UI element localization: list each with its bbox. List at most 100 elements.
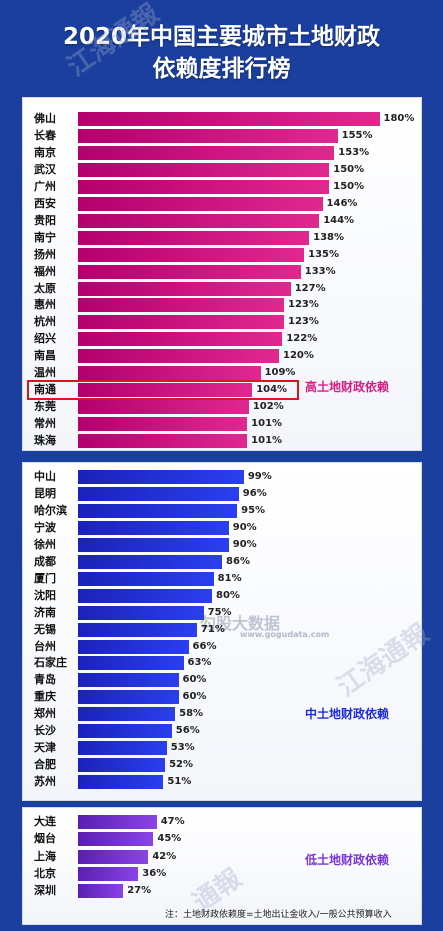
category-label: 昆明	[34, 486, 56, 500]
bar	[78, 281, 291, 296]
category-label: 东莞	[34, 400, 56, 414]
data-label: 96%	[242, 487, 267, 499]
data-label: 104%	[256, 384, 288, 396]
data-label: 135%	[308, 248, 340, 260]
bar	[78, 884, 124, 899]
category-label: 徐州	[34, 537, 56, 551]
bar	[78, 196, 323, 211]
category-label: 绍兴	[34, 332, 56, 346]
bar	[78, 707, 176, 722]
data-label: 90%	[232, 521, 257, 533]
data-label: 71%	[200, 623, 225, 635]
data-label: 80%	[216, 589, 240, 601]
data-label: 120%	[283, 350, 314, 362]
data-label: 123%	[288, 316, 319, 328]
category-label: 北京	[34, 866, 56, 880]
category-label: 西安	[34, 196, 56, 210]
category-label: 厦门	[34, 571, 56, 585]
data-label: 63%	[187, 657, 212, 669]
bar	[78, 230, 310, 245]
category-label: 深圳	[34, 884, 56, 898]
bar	[78, 503, 238, 518]
data-label: 47%	[160, 816, 185, 827]
data-label: 45%	[157, 833, 182, 845]
data-label: 123%	[288, 299, 319, 311]
group-label: 低土地财政依赖	[305, 853, 390, 867]
group-label: 中土地财政依赖	[305, 707, 390, 721]
data-label: 81%	[217, 572, 242, 584]
data-label: 95%	[241, 504, 266, 516]
category-label: 温州	[34, 366, 56, 380]
category-label: 广州	[34, 179, 56, 193]
chart-title-line1: 2020年中国主要城市土地财政	[62, 24, 380, 50]
category-label: 惠州	[34, 298, 56, 312]
data-label: 101%	[251, 435, 283, 447]
data-label: 66%	[192, 640, 217, 652]
bar	[78, 832, 154, 847]
bar	[78, 656, 184, 671]
category-label: 沈阳	[34, 588, 56, 602]
category-label: 无锡	[34, 622, 56, 636]
data-label: 102%	[252, 401, 284, 413]
category-label: 上海	[34, 849, 56, 863]
bar	[78, 213, 320, 228]
bar	[78, 145, 335, 160]
category-label: 福州	[34, 264, 56, 278]
group-label: 高土地财政依赖	[305, 380, 390, 394]
data-label: 60%	[182, 691, 207, 703]
bar	[78, 741, 167, 756]
category-label: 杭州	[34, 315, 56, 329]
bar	[78, 690, 179, 705]
bar	[78, 112, 380, 126]
category-label: 长沙	[34, 724, 56, 738]
bar	[78, 537, 229, 552]
category-label: 大连	[34, 815, 56, 828]
category-label: 台州	[34, 639, 56, 653]
bar	[78, 383, 253, 398]
data-label: 99%	[247, 471, 272, 482]
bar	[78, 298, 285, 313]
data-label: 36%	[142, 867, 167, 879]
bar	[78, 349, 279, 364]
category-label: 太原	[34, 281, 56, 295]
data-label: 53%	[170, 742, 195, 754]
data-label: 180%	[383, 113, 415, 124]
data-label: 109%	[264, 367, 296, 379]
category-label: 武汉	[34, 162, 56, 176]
category-label: 青岛	[34, 673, 56, 687]
category-label: 苏州	[34, 775, 56, 789]
data-label: 58%	[179, 708, 204, 720]
bar	[78, 866, 139, 881]
category-label: 南通	[34, 383, 56, 397]
data-label: 27%	[127, 885, 152, 897]
category-label: 重庆	[34, 690, 56, 704]
category-label: 成都	[34, 554, 56, 568]
category-label: 天津	[34, 741, 56, 755]
data-label: 90%	[232, 538, 257, 550]
data-label: 86%	[226, 555, 250, 567]
footnote: 注：土地财政依赖度=土地出让金收入/一般公共预算收入	[165, 910, 392, 920]
category-label: 贵阳	[34, 213, 56, 227]
category-label: 石家庄	[34, 656, 67, 670]
bar	[78, 605, 204, 620]
bar	[78, 639, 189, 654]
bar	[78, 315, 285, 330]
data-label: 75%	[207, 606, 232, 618]
bar	[78, 815, 157, 829]
data-label: 155%	[341, 129, 373, 141]
data-label: 146%	[326, 197, 358, 209]
bar	[78, 486, 239, 501]
bar	[78, 470, 244, 484]
data-label: 127%	[294, 282, 326, 294]
bar	[78, 571, 214, 586]
bar	[78, 128, 338, 143]
category-label: 长春	[34, 128, 56, 142]
data-label: 153%	[338, 146, 370, 158]
bar	[78, 366, 261, 381]
category-label: 常州	[34, 417, 56, 431]
category-label: 郑州	[34, 707, 56, 721]
category-label: 南京	[34, 145, 56, 159]
bar	[78, 673, 179, 688]
data-label: 42%	[152, 850, 177, 862]
